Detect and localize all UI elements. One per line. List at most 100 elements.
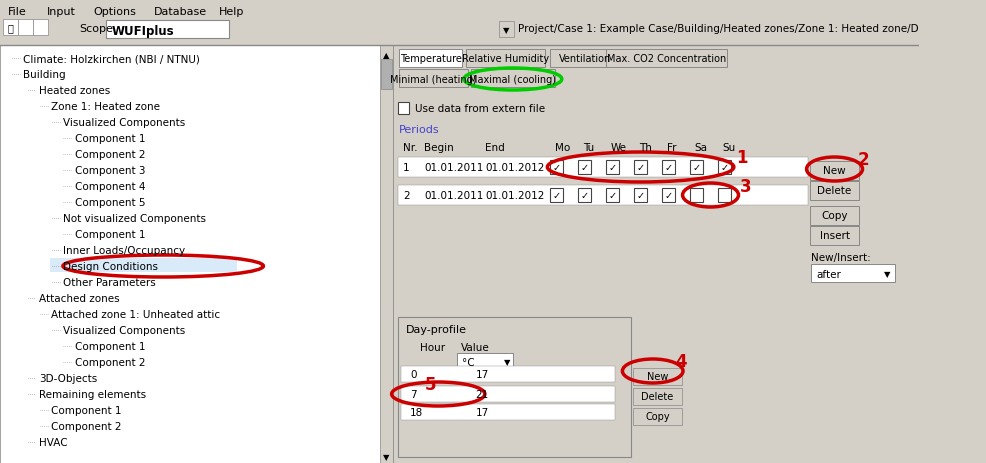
FancyBboxPatch shape (401, 366, 615, 382)
Text: 4: 4 (675, 352, 686, 370)
FancyBboxPatch shape (606, 161, 619, 175)
FancyBboxPatch shape (0, 0, 919, 18)
FancyBboxPatch shape (106, 21, 230, 39)
FancyBboxPatch shape (401, 404, 615, 420)
FancyBboxPatch shape (810, 181, 859, 200)
Text: Copy: Copy (821, 211, 848, 221)
Text: Design Conditions: Design Conditions (63, 262, 159, 271)
Text: Component 2: Component 2 (51, 421, 122, 431)
Text: 01.01.2012: 01.01.2012 (485, 191, 544, 200)
Text: Component 1: Component 1 (75, 230, 145, 239)
Text: Max. CO2 Concentration: Max. CO2 Concentration (607, 54, 727, 64)
FancyBboxPatch shape (380, 46, 393, 463)
FancyBboxPatch shape (633, 408, 681, 425)
Text: Component 5: Component 5 (75, 198, 145, 207)
Text: 21: 21 (475, 389, 489, 399)
Text: Th: Th (639, 143, 652, 153)
Text: ▲: ▲ (383, 51, 389, 60)
Text: ▼: ▼ (503, 26, 510, 36)
FancyBboxPatch shape (398, 317, 631, 457)
Text: Zone 1: Heated zone: Zone 1: Heated zone (51, 102, 161, 112)
Text: Relative Humidity: Relative Humidity (461, 54, 549, 64)
FancyBboxPatch shape (18, 20, 33, 36)
Text: 17: 17 (475, 369, 489, 379)
Text: ✓: ✓ (721, 163, 729, 173)
FancyBboxPatch shape (550, 50, 620, 68)
FancyBboxPatch shape (33, 20, 47, 36)
Text: Attached zone 1: Unheated attic: Attached zone 1: Unheated attic (51, 309, 221, 319)
Text: Not visualized Components: Not visualized Components (63, 213, 206, 224)
Text: ✓: ✓ (608, 191, 616, 200)
Text: We: We (610, 143, 627, 153)
Text: Project/Case 1: Example Case/Building/Heated zones/Zone 1: Heated zone/D: Project/Case 1: Example Case/Building/He… (518, 24, 918, 34)
Text: Component 2: Component 2 (75, 150, 145, 160)
Text: 2: 2 (858, 150, 870, 169)
Text: New: New (823, 166, 846, 176)
Text: Building: Building (24, 70, 66, 80)
FancyBboxPatch shape (398, 186, 809, 206)
Text: Component 4: Component 4 (75, 181, 145, 192)
FancyBboxPatch shape (382, 60, 391, 90)
FancyBboxPatch shape (550, 188, 563, 202)
Text: ✓: ✓ (581, 191, 589, 200)
Text: after: after (815, 269, 841, 279)
FancyBboxPatch shape (398, 158, 809, 178)
Text: Maximal (cooling): Maximal (cooling) (469, 75, 556, 85)
FancyBboxPatch shape (810, 162, 859, 181)
FancyBboxPatch shape (634, 188, 647, 202)
Text: Attached zones: Attached zones (39, 294, 119, 303)
FancyBboxPatch shape (662, 161, 675, 175)
FancyBboxPatch shape (466, 50, 545, 68)
Text: 3D-Objects: 3D-Objects (39, 373, 98, 383)
Text: Ventilation: Ventilation (558, 54, 610, 64)
FancyBboxPatch shape (550, 161, 563, 175)
FancyBboxPatch shape (633, 368, 681, 385)
Text: Begin: Begin (424, 143, 454, 153)
Text: Nr.: Nr. (403, 143, 417, 153)
Text: Component 1: Component 1 (75, 134, 145, 144)
Text: ▼: ▼ (884, 270, 891, 279)
FancyBboxPatch shape (634, 161, 647, 175)
Text: Delete: Delete (641, 392, 673, 401)
Text: 01.01.2012: 01.01.2012 (485, 163, 544, 173)
FancyBboxPatch shape (633, 388, 681, 405)
FancyBboxPatch shape (662, 188, 675, 202)
Text: New/Insert:: New/Insert: (811, 252, 871, 263)
FancyBboxPatch shape (398, 103, 409, 115)
Text: 1: 1 (737, 149, 748, 167)
FancyBboxPatch shape (457, 353, 513, 369)
FancyBboxPatch shape (50, 258, 237, 272)
FancyBboxPatch shape (810, 206, 859, 225)
FancyBboxPatch shape (0, 18, 919, 46)
Text: Other Parameters: Other Parameters (63, 277, 156, 288)
Text: Fr: Fr (667, 143, 676, 153)
Text: Options: Options (94, 7, 136, 17)
Text: Visualized Components: Visualized Components (63, 325, 185, 335)
Text: New: New (647, 372, 669, 382)
Text: End: End (485, 143, 505, 153)
Text: Input: Input (46, 7, 76, 17)
Text: Database: Database (154, 7, 207, 17)
Text: Use data from extern file: Use data from extern file (415, 104, 545, 114)
FancyBboxPatch shape (393, 46, 919, 463)
Text: Sa: Sa (695, 143, 708, 153)
FancyBboxPatch shape (401, 386, 615, 402)
Text: ▼: ▼ (504, 358, 511, 367)
Text: 5: 5 (424, 375, 436, 393)
Text: ▼: ▼ (383, 452, 389, 462)
Text: Component 3: Component 3 (75, 166, 145, 175)
Text: Tu: Tu (583, 143, 594, 153)
Text: Delete: Delete (817, 186, 852, 196)
Text: Copy: Copy (645, 412, 669, 422)
Text: Inner Loads/Occupancy: Inner Loads/Occupancy (63, 245, 185, 256)
Text: ✓: ✓ (637, 163, 645, 173)
Text: Climate: Holzkirchen (NBI / NTNU): Climate: Holzkirchen (NBI / NTNU) (24, 54, 200, 64)
Text: Hour: Hour (420, 342, 445, 352)
FancyBboxPatch shape (811, 264, 895, 282)
Text: Help: Help (219, 7, 245, 17)
Text: ✓: ✓ (665, 191, 672, 200)
Text: Minimal (heating): Minimal (heating) (390, 75, 477, 85)
FancyBboxPatch shape (718, 188, 731, 202)
Text: Component 1: Component 1 (51, 405, 122, 415)
FancyBboxPatch shape (578, 161, 592, 175)
